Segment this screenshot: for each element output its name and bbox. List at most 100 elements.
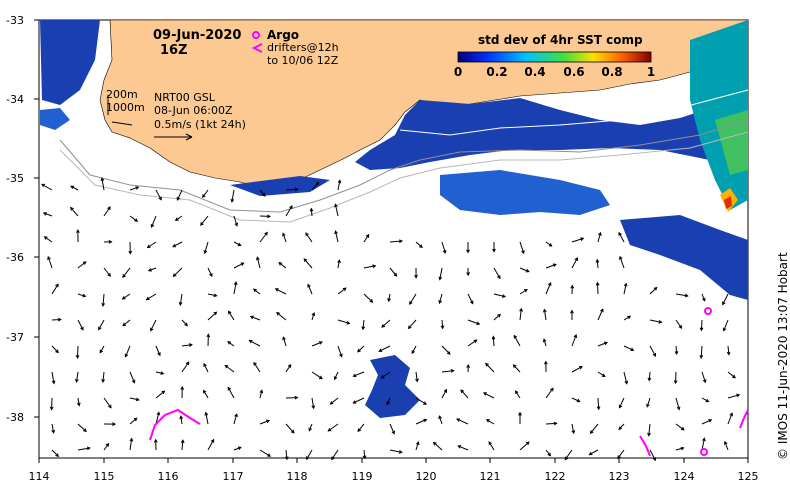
- current-vector-head: [100, 177, 105, 182]
- current-vector-head: [210, 438, 215, 443]
- current-vector: [103, 397, 112, 408]
- current-vector-head: [203, 250, 208, 255]
- contour-200m: [59, 119, 749, 213]
- current-vector-head: [482, 392, 487, 396]
- current-vector-head: [372, 264, 377, 269]
- current-vector-head: [305, 232, 309, 237]
- current-vector-head: [200, 222, 204, 226]
- current-vector: [200, 215, 209, 226]
- current-vector: [545, 282, 552, 295]
- current-vector-head: [346, 320, 351, 325]
- current-vector-head: [308, 427, 312, 432]
- current-vector: [207, 293, 217, 297]
- current-vector-head: [318, 375, 323, 380]
- current-vector-head: [547, 452, 552, 457]
- current-vector-head: [598, 231, 602, 236]
- current-vector: [648, 371, 651, 381]
- current-vector-head: [174, 217, 179, 222]
- current-vector-head: [553, 421, 558, 426]
- current-vector-head: [542, 338, 547, 343]
- current-vector: [701, 419, 712, 425]
- current-vector-head: [237, 446, 242, 451]
- current-vectors: [41, 177, 741, 462]
- current-vector-head: [101, 302, 106, 307]
- current-vector-head: [172, 243, 177, 248]
- current-vector-head: [362, 455, 367, 460]
- current-vector-head: [315, 181, 320, 186]
- current-vector: [335, 230, 339, 243]
- current-vector: [129, 215, 138, 222]
- lon-tick: 124: [673, 470, 695, 483]
- current-vector: [181, 361, 190, 373]
- current-vector: [381, 319, 391, 328]
- current-vector: [623, 315, 631, 321]
- current-vector-head: [213, 311, 218, 316]
- current-vector-head: [497, 313, 501, 318]
- current-vector-head: [41, 183, 45, 188]
- current-vector-head: [432, 441, 437, 446]
- current-vector-head: [224, 364, 229, 369]
- current-vector: [181, 440, 184, 451]
- current-vector-head: [684, 293, 689, 298]
- current-vector-head: [160, 371, 165, 375]
- current-vector: [285, 449, 288, 460]
- current-vector: [493, 293, 506, 298]
- current-vector: [334, 371, 339, 380]
- current-vector-head: [311, 312, 316, 317]
- current-vector: [181, 344, 192, 347]
- current-vector-head: [278, 261, 283, 266]
- current-vector: [597, 282, 599, 295]
- current-vector: [122, 319, 131, 326]
- current-vector-head: [547, 281, 552, 286]
- current-vector: [70, 185, 79, 191]
- current-vector-head: [266, 214, 271, 219]
- current-vector: [439, 267, 443, 280]
- current-vector-head: [77, 402, 81, 407]
- current-vector: [623, 345, 634, 351]
- current-vector: [493, 314, 501, 321]
- current-vector-head: [202, 194, 206, 199]
- current-vector-head: [708, 419, 713, 423]
- current-vector-head: [378, 348, 383, 352]
- current-vector: [441, 241, 446, 254]
- current-vector-head: [259, 389, 264, 394]
- current-vector-head: [266, 419, 271, 424]
- current-vector-head: [124, 353, 129, 358]
- current-vector: [310, 208, 313, 217]
- gsl-line-1: NRT00 GSL: [154, 91, 215, 104]
- current-vector-head: [438, 276, 443, 281]
- current-vector-head: [492, 248, 496, 253]
- current-vector-head: [722, 327, 727, 332]
- current-vector-head: [331, 456, 335, 461]
- current-vector: [415, 371, 418, 382]
- current-vector-head: [131, 379, 136, 384]
- current-vector: [589, 449, 599, 456]
- current-vector-head: [57, 317, 62, 322]
- current-vector-head: [488, 441, 492, 445]
- current-vector-head: [98, 326, 102, 331]
- current-vector-head: [83, 428, 87, 433]
- current-vector-head: [623, 282, 628, 287]
- current-vector-head: [603, 341, 608, 346]
- current-vector-head: [497, 275, 501, 280]
- current-vector: [204, 241, 209, 254]
- current-vector-head: [647, 377, 652, 382]
- lat-tick: -36: [6, 251, 24, 264]
- current-vector-head: [618, 426, 623, 431]
- current-vector-head: [702, 297, 706, 302]
- drifter-label-2: to 10/06 12Z: [267, 54, 339, 67]
- current-vector-head: [476, 321, 481, 325]
- colorbar-tick: 1: [646, 65, 656, 79]
- current-vector: [125, 345, 131, 357]
- current-vector-head: [55, 453, 60, 458]
- lat-tick: -37: [6, 331, 24, 344]
- current-vector: [389, 240, 403, 243]
- lon-tick: 116: [157, 470, 179, 483]
- current-vector-head: [470, 300, 474, 305]
- current-vector: [519, 289, 528, 295]
- current-vector-head: [525, 268, 530, 273]
- current-vector-head: [699, 355, 704, 360]
- current-vector-head: [365, 233, 370, 238]
- current-vector-head: [491, 335, 496, 340]
- current-vector: [207, 311, 217, 321]
